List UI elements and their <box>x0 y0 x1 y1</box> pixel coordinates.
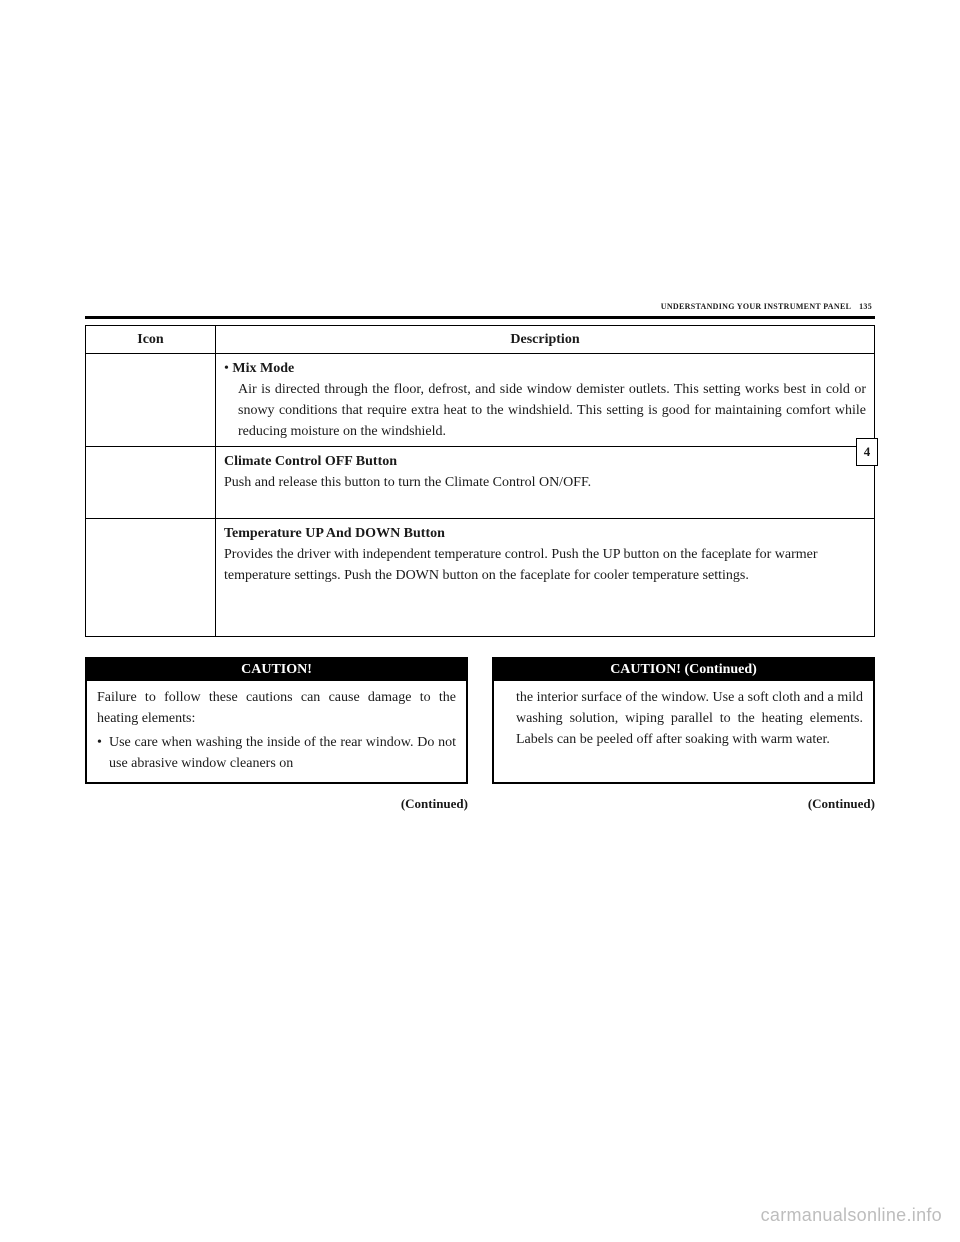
mix-mode-title: Mix Mode <box>232 361 294 376</box>
caution-row: CAUTION! Failure to follow these caution… <box>85 657 875 784</box>
mix-mode-body: Air is directed through the floor, defro… <box>238 379 866 442</box>
description-cell: Temperature UP And DOWN Button Provides … <box>216 519 875 637</box>
temp-button-body: Provides the driver with independent tem… <box>224 547 818 583</box>
caution-box-left: CAUTION! Failure to follow these caution… <box>85 657 468 784</box>
caution-body-continued: the interior surface of the window. Use … <box>494 681 873 758</box>
page-number: 135 <box>859 302 872 311</box>
page-header: UNDERSTANDING YOUR INSTRUMENT PANEL 135 <box>661 302 872 311</box>
icon-cell <box>86 447 216 519</box>
manual-page: UNDERSTANDING YOUR INSTRUMENT PANEL 135 … <box>85 316 875 812</box>
icon-cell <box>86 354 216 447</box>
section-title: UNDERSTANDING YOUR INSTRUMENT PANEL <box>661 302 851 311</box>
caution-header: CAUTION! <box>87 659 466 681</box>
continued-label-left: (Continued) <box>85 796 468 812</box>
caution-bullet: Use care when washing the inside of the … <box>97 732 456 774</box>
off-button-body: Push and release this button to turn the… <box>224 475 591 490</box>
continued-label-right: (Continued) <box>492 796 875 812</box>
caution-body: Failure to follow these cautions can cau… <box>87 681 466 782</box>
continued-row: (Continued) (Continued) <box>85 784 875 812</box>
header-rule: UNDERSTANDING YOUR INSTRUMENT PANEL 135 <box>85 316 875 319</box>
column-header-description: Description <box>216 326 875 354</box>
chapter-tab: 4 <box>856 438 878 466</box>
off-button-title: Climate Control OFF Button <box>224 451 866 472</box>
icon-cell <box>86 519 216 637</box>
caution-continued-text: the interior surface of the window. Use … <box>516 690 863 747</box>
caution-header-continued: CAUTION! (Continued) <box>494 659 873 681</box>
controls-table: Icon Description • Mix Mode Air is direc… <box>85 325 875 637</box>
description-cell: • Mix Mode Air is directed through the f… <box>216 354 875 447</box>
column-header-icon: Icon <box>86 326 216 354</box>
caution-intro: Failure to follow these cautions can cau… <box>97 690 456 726</box>
watermark: carmanualsonline.info <box>761 1205 942 1226</box>
caution-box-right: CAUTION! (Continued) the interior surfac… <box>492 657 875 784</box>
description-cell: Climate Control OFF Button Push and rele… <box>216 447 875 519</box>
temp-button-title: Temperature UP And DOWN Button <box>224 523 866 544</box>
